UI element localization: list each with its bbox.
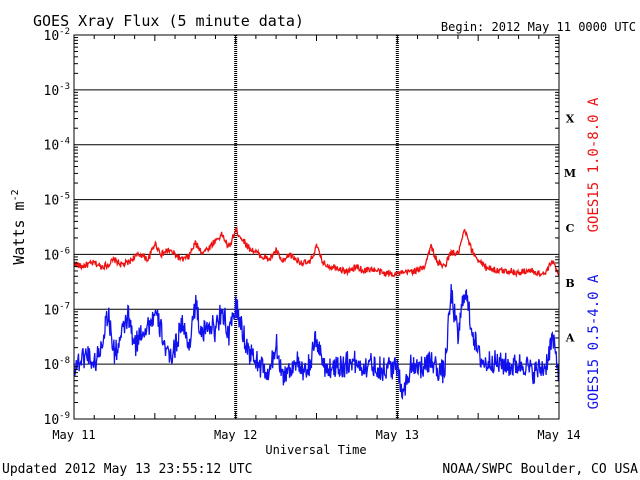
y-axis-label: Watts m-2: [10, 189, 28, 264]
series-line-0: [73, 225, 560, 278]
series-layer: [73, 225, 560, 401]
footer-source: NOAA/SWPC Boulder, CO USA: [442, 462, 638, 477]
y-axis-ticks: 10-9 10-8 10-7 10-6 10-5 10-4 10-3 10-2: [44, 27, 559, 428]
flare-class-label: M: [564, 167, 576, 180]
horizontal-grid: [74, 34, 559, 420]
series-label-short: GOES15 0.5-4.0 A: [586, 274, 602, 409]
x-tick-label: May 13: [376, 428, 419, 442]
x-axis-label: Universal Time: [265, 443, 366, 457]
y-tick-label: 10-4: [44, 137, 71, 154]
y-tick-label: 10-6: [44, 246, 71, 263]
flare-class-label: A: [565, 332, 575, 345]
flare-class-labels: X M C B A: [564, 112, 576, 344]
y-tick-label: 10-9: [44, 411, 71, 428]
x-tick-label: May 11: [52, 428, 95, 442]
x-axis-ticks: May 11 May 12 May 13 May 14: [52, 35, 581, 442]
y-tick-label: 10-5: [44, 192, 71, 209]
series-label-long: GOES15 1.0-8.0 A: [586, 97, 602, 232]
begin-label: Begin: 2012 May 11 0000 UTC: [441, 20, 636, 34]
x-tick-label: May 14: [537, 428, 580, 442]
y-tick-label: 10-8: [44, 356, 71, 373]
x-tick-label: May 12: [214, 428, 257, 442]
y-tick-label: 10-3: [44, 82, 71, 99]
chart-title: GOES Xray Flux (5 minute data): [33, 12, 304, 30]
flare-class-label: C: [566, 222, 575, 235]
flare-class-label: B: [565, 277, 574, 290]
y-tick-label: 10-7: [44, 301, 71, 318]
flare-class-label: X: [566, 112, 575, 125]
series-line-1: [73, 284, 560, 401]
y-tick-label: 10-2: [44, 27, 71, 44]
vertical-grid: [234, 35, 399, 419]
footer-updated: Updated 2012 May 13 23:55:12 UTC: [2, 462, 252, 477]
